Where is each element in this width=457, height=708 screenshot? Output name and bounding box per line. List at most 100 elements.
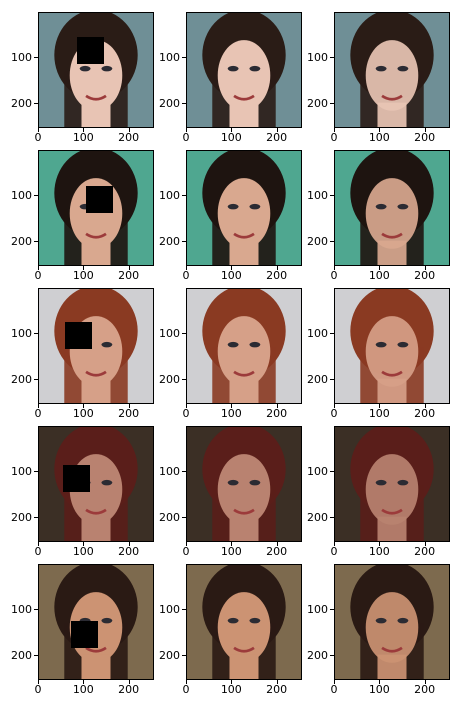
- x-tick-label: 100: [220, 269, 242, 282]
- y-tick-label: 100: [307, 327, 328, 341]
- mouth: [85, 232, 107, 239]
- image-panel-original: [334, 426, 450, 542]
- x-tick-label: 200: [118, 545, 140, 558]
- y-tick: [330, 654, 334, 656]
- x-tick: [379, 128, 381, 132]
- mouth: [85, 94, 107, 101]
- right-eye: [249, 341, 261, 348]
- occlusion-mask: [76, 36, 104, 65]
- x-tick: [334, 542, 335, 546]
- left-eye: [227, 65, 239, 72]
- right-eye: [397, 479, 409, 486]
- y-tick-label: 100: [159, 327, 180, 341]
- y-tick: [330, 516, 334, 518]
- y-tick: [182, 654, 186, 656]
- image-panel-original: [334, 12, 450, 128]
- y-tick: [182, 516, 186, 518]
- y-tick: [330, 57, 334, 59]
- y-tick-label: 200: [307, 234, 328, 248]
- occlusion-mask: [85, 186, 113, 214]
- mouth: [233, 94, 255, 101]
- axes-frame: [186, 564, 302, 680]
- image-panel-original: [334, 288, 450, 404]
- x-tick-label: 100: [220, 407, 242, 420]
- y-tick: [182, 57, 186, 59]
- left-eye: [375, 479, 387, 486]
- x-tick: [186, 266, 187, 270]
- y-tick-label: 100: [11, 189, 32, 203]
- x-tick: [38, 128, 39, 132]
- x-tick: [379, 404, 381, 408]
- mouth: [381, 232, 403, 239]
- image-panel-generated: [186, 426, 302, 542]
- face: [365, 178, 419, 249]
- x-tick-label: 200: [266, 269, 288, 282]
- x-tick: [379, 266, 381, 270]
- face: [365, 454, 419, 525]
- x-tick-label: 100: [72, 269, 94, 282]
- x-tick: [231, 542, 233, 546]
- mouth: [85, 646, 107, 653]
- x-tick: [186, 680, 187, 684]
- y-tick: [182, 240, 186, 242]
- x-tick: [128, 680, 130, 684]
- axes-frame: [334, 564, 450, 680]
- y-tick-label: 200: [11, 510, 32, 524]
- x-tick-label: 100: [220, 131, 242, 144]
- left-eye: [227, 341, 239, 348]
- neck: [81, 102, 111, 128]
- x-tick: [424, 404, 426, 408]
- x-tick-label: 0: [34, 269, 42, 282]
- x-tick-label: 200: [414, 407, 436, 420]
- image-panel-generated: [186, 564, 302, 680]
- neck: [377, 102, 407, 128]
- right-eye: [101, 65, 113, 72]
- neck: [377, 240, 407, 266]
- mouth: [85, 508, 107, 515]
- neck: [377, 516, 407, 542]
- y-tick-label: 100: [11, 465, 32, 479]
- x-tick: [231, 680, 233, 684]
- x-tick-label: 0: [182, 131, 190, 144]
- y-tick: [330, 378, 334, 380]
- y-tick: [330, 333, 334, 335]
- face-image-woman-dark-hair-heavy-eye-makeup: [334, 12, 450, 128]
- x-tick-label: 0: [34, 683, 42, 696]
- x-tick-label: 200: [266, 683, 288, 696]
- x-tick-label: 0: [34, 545, 42, 558]
- neck: [81, 378, 111, 404]
- x-tick: [83, 680, 85, 684]
- neck: [81, 516, 111, 542]
- y-tick: [182, 102, 186, 104]
- left-eye: [375, 341, 387, 348]
- x-tick: [186, 128, 187, 132]
- x-tick: [424, 266, 426, 270]
- x-tick: [38, 404, 39, 408]
- x-tick: [334, 404, 335, 408]
- face: [217, 454, 271, 525]
- face: [365, 40, 419, 111]
- mouth: [381, 646, 403, 653]
- y-tick-label: 200: [307, 372, 328, 386]
- neck: [377, 654, 407, 680]
- y-tick: [330, 195, 334, 197]
- y-tick-label: 200: [159, 510, 180, 524]
- x-tick-label: 0: [34, 131, 42, 144]
- y-tick: [182, 195, 186, 197]
- face: [365, 592, 419, 663]
- x-tick-label: 200: [266, 131, 288, 144]
- x-tick-label: 100: [220, 683, 242, 696]
- y-tick-label: 100: [159, 603, 180, 617]
- y-tick: [34, 378, 38, 380]
- x-tick: [379, 680, 381, 684]
- mouth: [233, 370, 255, 377]
- right-eye: [249, 203, 261, 210]
- neck: [81, 240, 111, 266]
- x-tick: [231, 266, 233, 270]
- x-tick-label: 200: [118, 683, 140, 696]
- y-tick: [330, 102, 334, 104]
- axes-frame: [38, 426, 154, 542]
- x-tick-label: 100: [368, 269, 390, 282]
- right-eye: [101, 341, 113, 348]
- face-image-man-with-cap-smiling: [186, 564, 302, 680]
